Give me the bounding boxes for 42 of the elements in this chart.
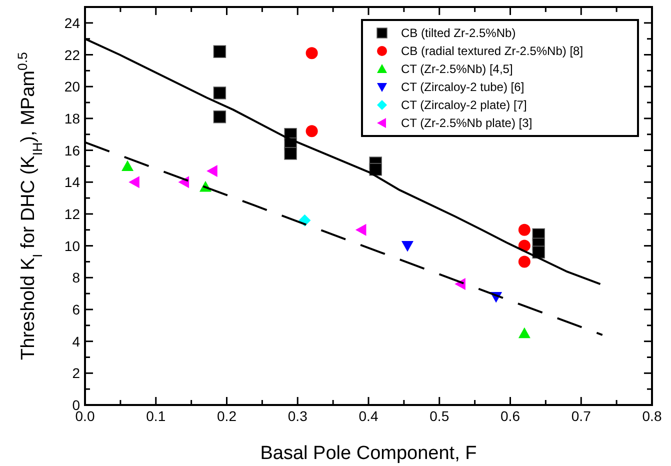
x-tick-label: 0.1	[146, 408, 166, 424]
point	[518, 224, 530, 236]
x-tick-label: 0.2	[217, 408, 237, 424]
x-tick-label: 0.4	[358, 408, 378, 424]
x-axis-title: Basal Pole Component, F	[260, 443, 477, 464]
point	[284, 147, 297, 160]
point	[213, 45, 226, 58]
y-tick-label: 20	[64, 78, 80, 95]
y-tick-label: 16	[64, 142, 80, 158]
legend-label: CT (Zr-2.5%Nb plate) [3]	[401, 116, 532, 130]
point	[306, 47, 318, 60]
point	[128, 176, 140, 188]
x-tick-label: 0.8	[642, 408, 662, 424]
point	[518, 256, 530, 268]
point	[518, 327, 530, 338]
y-tick-label: 24	[64, 14, 80, 31]
point	[213, 110, 226, 124]
point	[355, 224, 366, 236]
legend-label: CT (Zr-2.5%Nb) [4,5]	[401, 62, 513, 76]
y-tick-label: 6	[72, 301, 80, 318]
point	[401, 241, 414, 252]
y-tick-label: 10	[64, 238, 80, 254]
legend-label: CB (tilted Zr-2.5%Nb)	[401, 26, 516, 40]
x-tick-label: 0.7	[571, 408, 592, 424]
x-tick-label: 0.5	[430, 408, 450, 424]
y-tick-label: 22	[64, 46, 80, 63]
point	[306, 125, 318, 138]
x-tick-label: 0.6	[500, 408, 520, 424]
legend-label: CB (radial textured Zr-2.5%Nb) [8]	[401, 44, 584, 58]
y-tick-label: 18	[64, 110, 80, 126]
y-tick-label: 12	[64, 206, 80, 222]
point	[206, 164, 218, 177]
point	[122, 160, 134, 171]
point	[213, 86, 226, 100]
point	[369, 162, 382, 176]
legend-label: CT (Zircaloy-2 tube) [6]	[401, 80, 524, 94]
y-tick-label: 4	[72, 333, 80, 350]
legend-label: CT (Zircaloy-2 plate) [7]	[401, 98, 527, 112]
y-tick-label: 8	[72, 270, 80, 286]
x-tick-label: 0.3	[288, 408, 308, 424]
y-tick-label: 14	[64, 174, 80, 190]
y-tick-label: 2	[72, 365, 80, 382]
